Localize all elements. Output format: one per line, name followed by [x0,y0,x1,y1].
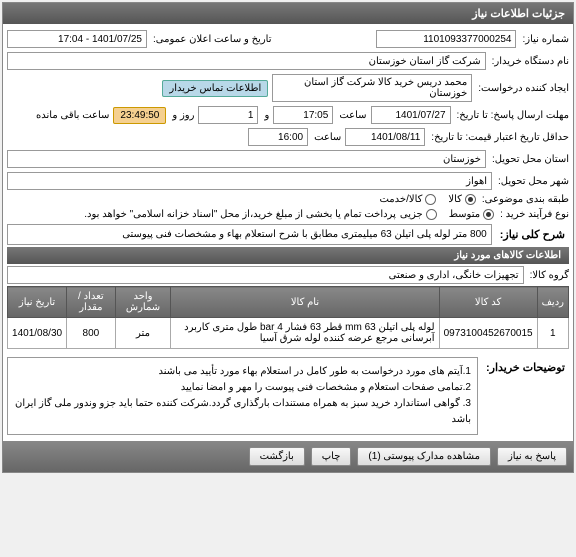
group-value: تجهیزات خانگی، اداری و صنعتی [7,266,524,284]
items-table: ردیف کد کالا نام کالا واحد شمارش تعداد /… [7,286,569,349]
radio-goods[interactable]: کالا [448,194,476,205]
radio-service[interactable]: کالا/خدمت [379,194,436,205]
city-label: شهر محل تحویل: [496,176,569,187]
radio-service-circle [425,194,436,205]
th-date: تاریخ نیاز [8,287,67,318]
note-line-3: 3. گواهی استاندارد خرید سبز به همراه مست… [14,396,471,428]
category-label: طبقه بندی موضوعی: [480,194,569,205]
need-number-value: 1101093377000254 [376,30,516,48]
radio-service-label: کالا/خدمت [379,194,422,205]
announce-label: تاریخ و ساعت اعلان عمومی: [151,34,272,45]
process-label: نوع فرآیند خرید : [498,209,569,220]
panel-title: جزئیات اطلاعات نیاز [3,3,573,24]
row-need-number: شماره نیاز: 1101093377000254 تاریخ و ساع… [7,28,569,50]
td-row: 1 [537,318,568,349]
deadline-date: 1401/07/27 [371,106,451,124]
row-group: گروه کالا: تجهیزات خانگی، اداری و صنعتی [7,264,569,286]
attachments-button[interactable]: مشاهده مدارک پیوستی (1) [357,447,491,466]
category-radios: کالا کالا/خدمت [379,194,475,205]
notes-label: توضیحات خریدار: [482,357,569,378]
back-button[interactable]: بازگشت [249,447,305,466]
details-panel: جزئیات اطلاعات نیاز شماره نیاز: 11010933… [2,2,574,473]
validity-label: حداقل تاریخ اعتبار قیمت: تا تاریخ: [429,132,569,143]
radio-small[interactable]: جزیی [400,209,437,220]
radio-goods-label: کالا [448,194,462,205]
td-name: لوله پلی اتیلن 63 mm قطر 63 فشار bar 4 ط… [171,318,439,349]
notes-box: 1.آیتم های مورد درخواست به طور کامل در ا… [7,357,478,435]
countdown-badge: 23:49:50 [113,107,166,124]
day-label: روز و [170,110,194,121]
row-validity: حداقل تاریخ اعتبار قیمت: تا تاریخ: 1401/… [7,126,569,148]
panel-body: شماره نیاز: 1101093377000254 تاریخ و ساع… [3,24,573,441]
radio-mid-circle [483,209,494,220]
th-name: نام کالا [171,287,439,318]
need-number-label: شماره نیاز: [520,34,569,45]
radio-mid[interactable]: متوسط [449,209,494,220]
td-code: 0973100452670015 [439,318,537,349]
validity-time: 16:00 [248,128,308,146]
row-deadline: مهلت ارسال پاسخ: تا تاریخ: 1401/07/27 سا… [7,104,569,126]
time-label-2: ساعت [312,132,341,143]
deadline-time: 17:05 [273,106,333,124]
deadline-label: مهلت ارسال پاسخ: تا تاریخ: [455,110,569,121]
radio-mid-label: متوسط [449,209,480,220]
province-value: خوزستان [7,150,486,168]
validity-date: 1401/08/11 [345,128,425,146]
th-row: ردیف [537,287,568,318]
note-line-1: 1.آیتم های مورد درخواست به طور کامل در ا… [14,364,471,380]
row-summary: شرح کلی نیاز: 800 متر لوله پلی اتیلن 63 … [7,222,569,247]
city-value: اهواز [7,172,492,190]
radio-goods-circle [465,194,476,205]
row-process: نوع فرآیند خرید : متوسط جزیی پرداخت تمام… [7,207,569,222]
creator-value: محمد دریس خرید کالا شرکت گاز استان خوزست… [272,74,472,102]
buyer-value: شرکت گاز استان خوزستان [7,52,486,70]
reply-button[interactable]: پاسخ به نیاز [497,447,567,466]
summary-value: 800 متر لوله پلی اتیلن 63 میلیمتری مطابق… [7,224,492,245]
and-label: و [262,110,269,121]
province-label: استان محل تحویل: [490,154,569,165]
note-line-2: 2.تمامی صفحات استعلام و مشخصات فنی پیوست… [14,380,471,396]
row-category: طبقه بندی موضوعی: کالا کالا/خدمت [7,192,569,207]
row-city: شهر محل تحویل: اهواز [7,170,569,192]
footer-bar: پاسخ به نیاز مشاهده مدارک پیوستی (1) چاپ… [3,441,573,472]
td-unit: متر [115,318,171,349]
row-notes: توضیحات خریدار: 1.آیتم های مورد درخواست … [7,355,569,437]
summary-label: شرح کلی نیاز: [496,224,569,245]
row-creator: ایجاد کننده درخواست: محمد دریس خرید کالا… [7,72,569,104]
creator-label: ایجاد کننده درخواست: [476,83,569,94]
items-section-title: اطلاعات کالاهای مورد نیاز [7,247,569,264]
row-province: استان محل تحویل: خوزستان [7,148,569,170]
days-remain: 1 [198,106,258,124]
announce-value: 1401/07/25 - 17:04 [7,30,147,48]
process-radios: متوسط جزیی [400,209,494,220]
th-qty: تعداد / مقدار [67,287,116,318]
remain-label: ساعت باقی مانده [34,110,109,121]
pay-note: پرداخت تمام یا بخشی از مبلغ خرید،از محل … [7,209,396,220]
th-code: کد کالا [439,287,537,318]
table-row: 1 0973100452670015 لوله پلی اتیلن 63 mm … [8,318,569,349]
td-qty: 800 [67,318,116,349]
contact-badge[interactable]: اطلاعات تماس خریدار [162,80,268,97]
radio-small-label: جزیی [400,209,423,220]
radio-small-circle [426,209,437,220]
th-unit: واحد شمارش [115,287,171,318]
buyer-label: نام دستگاه خریدار: [490,56,569,67]
td-date: 1401/08/30 [8,318,67,349]
time-label-1: ساعت [337,110,366,121]
table-header-row: ردیف کد کالا نام کالا واحد شمارش تعداد /… [8,287,569,318]
print-button[interactable]: چاپ [311,447,352,466]
row-buyer: نام دستگاه خریدار: شرکت گاز استان خوزستا… [7,50,569,72]
group-label: گروه کالا: [528,270,569,281]
